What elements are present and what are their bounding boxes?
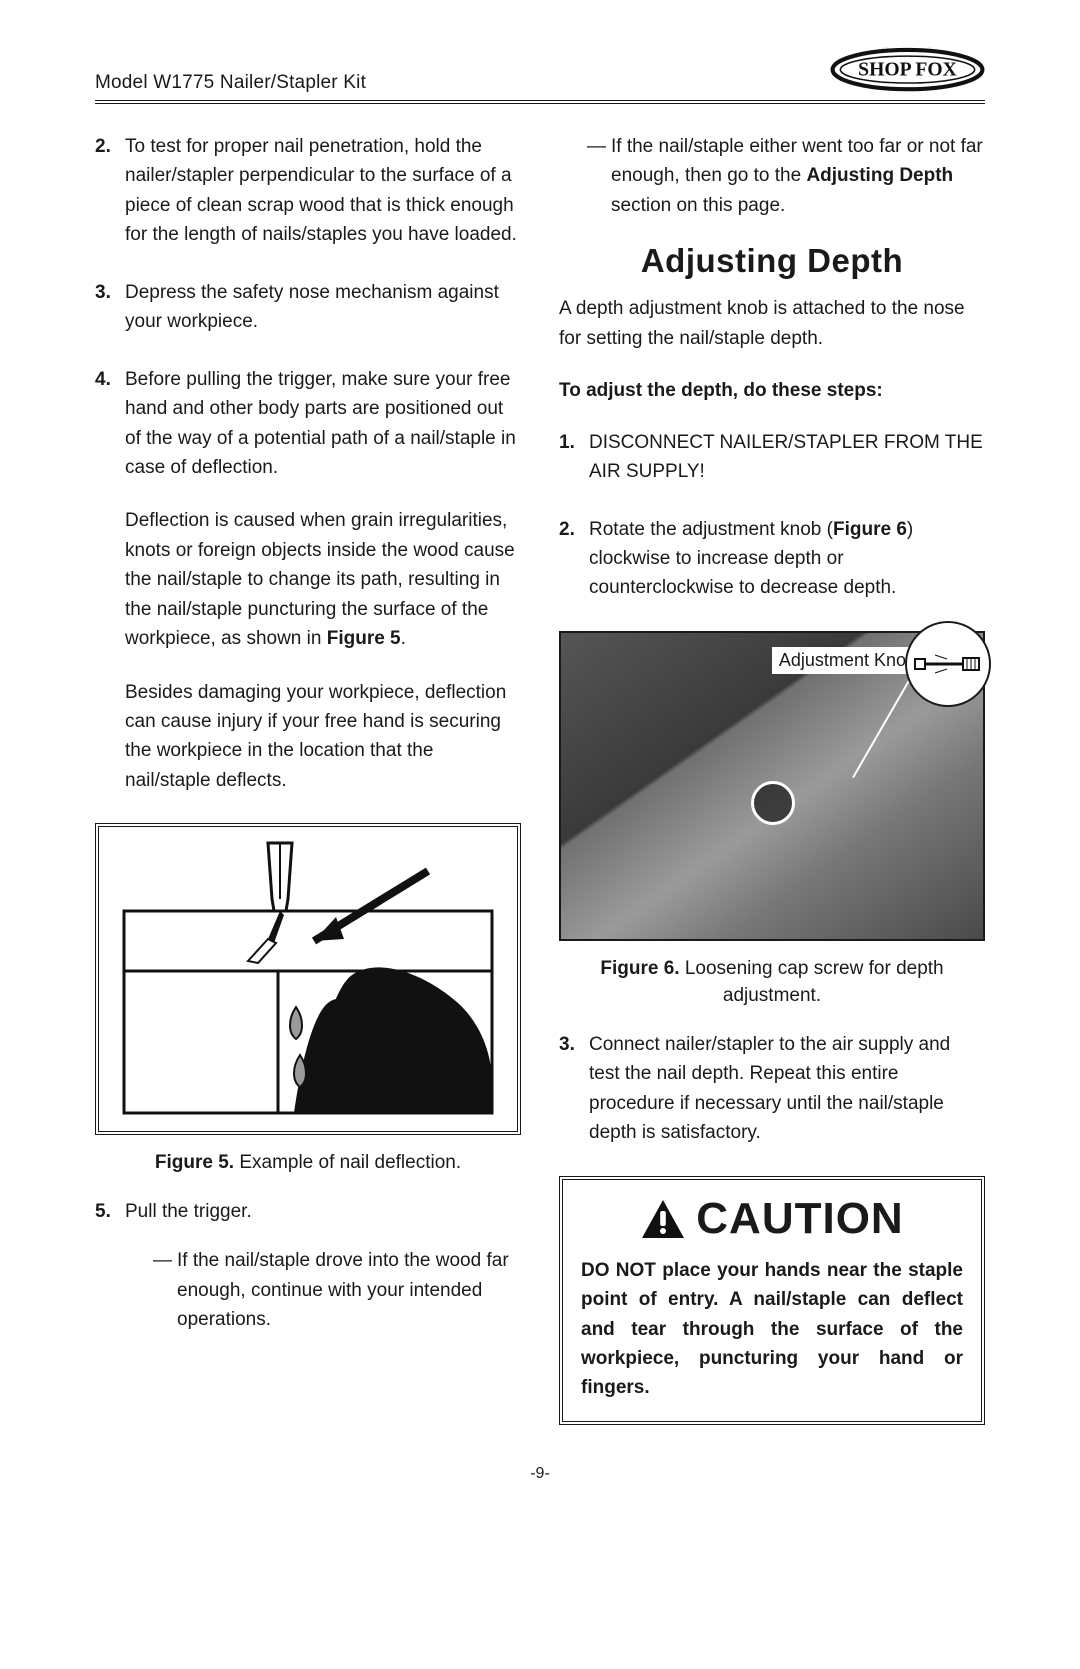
step-text: Deflection is caused when grain irregula…: [125, 506, 521, 653]
step-number: 4.: [95, 365, 115, 796]
shopfox-logo: SHOP FOX: [830, 40, 985, 94]
right-steps-continued: 3. Connect nailer/stapler to the air sup…: [559, 1030, 985, 1148]
figure-text: Example of nail deflection.: [234, 1152, 461, 1173]
figure-label: Figure 6.: [600, 958, 679, 979]
figure-6-label: Adjustment Knob: [772, 647, 923, 674]
caution-box: CAUTION DO NOT place your hands near the…: [559, 1176, 985, 1425]
step-5-sublist: — If the nail/staple drove into the wood…: [125, 1246, 521, 1334]
caution-title: CAUTION: [696, 1194, 903, 1244]
step-number: 3.: [95, 278, 115, 337]
figure-text: Loosening cap screw for depth adjustment…: [680, 958, 944, 1007]
screw-icon: [913, 649, 983, 679]
warning-triangle-icon: [640, 1198, 686, 1240]
figure-5-illustration: [118, 839, 498, 1119]
left-column: 2. To test for proper nail penetration, …: [95, 132, 521, 1425]
right-column: — If the nail/staple either went too far…: [559, 132, 985, 1425]
step-text: Connect nailer/stapler to the air supply…: [589, 1030, 985, 1148]
caution-body: DO NOT place your hands near the staple …: [581, 1256, 963, 1403]
step-number: 1.: [559, 428, 579, 487]
step-text: Besides damaging your workpiece, deflect…: [125, 678, 521, 796]
dash-icon: —: [153, 1246, 169, 1334]
step-3: 3. Depress the safety nose mechanism aga…: [95, 278, 521, 337]
depth-step-2: 2. Rotate the adjustment knob (Figure 6)…: [559, 515, 985, 603]
step-text: Depress the safety nose mechanism agains…: [125, 278, 521, 337]
steps-subheading: To adjust the depth, do these steps:: [559, 377, 985, 406]
step-number: 5.: [95, 1197, 115, 1353]
figure-5-box: [95, 823, 521, 1135]
figure-6-knob-highlight: [751, 781, 795, 825]
page-number: -9-: [95, 1465, 985, 1483]
left-steps-continued: 5. Pull the trigger. — If the nail/stapl…: [95, 1197, 521, 1353]
step-text: To test for proper nail penetration, hol…: [125, 132, 521, 250]
sub-item: — If the nail/staple drove into the wood…: [153, 1246, 521, 1334]
page-header: Model W1775 Nailer/Stapler Kit SHOP FOX: [95, 40, 985, 104]
step-number: 3.: [559, 1030, 579, 1148]
step-4: 4. Before pulling the trigger, make sure…: [95, 365, 521, 796]
left-steps: 2. To test for proper nail penetration, …: [95, 132, 521, 795]
figure-5-caption: Figure 5. Example of nail deflection.: [95, 1149, 521, 1177]
figure-label: Figure 5.: [155, 1152, 234, 1173]
figure-6-caption: Figure 6. Loosening cap screw for depth …: [559, 955, 985, 1010]
right-lead-dash: — If the nail/staple either went too far…: [559, 132, 985, 220]
adjusting-depth-heading: Adjusting Depth: [559, 242, 985, 280]
step-text: Pull the trigger.: [125, 1197, 521, 1226]
doc-title: Model W1775 Nailer/Stapler Kit: [95, 72, 366, 94]
sub-text: If the nail/staple either went too far o…: [611, 132, 985, 220]
figure-6-inset-circle: [905, 621, 991, 707]
sub-item: — If the nail/staple either went too far…: [587, 132, 985, 220]
depth-step-1: 1. DISCONNECT NAILER/STAPLER FROM THE AI…: [559, 428, 985, 487]
depth-step-3: 3. Connect nailer/stapler to the air sup…: [559, 1030, 985, 1148]
section-intro: A depth adjustment knob is attached to t…: [559, 294, 985, 353]
content-columns: 2. To test for proper nail penetration, …: [95, 132, 985, 1425]
caution-heading: CAUTION: [581, 1194, 963, 1244]
sub-text: If the nail/staple drove into the wood f…: [177, 1246, 521, 1334]
dash-icon: —: [587, 132, 603, 220]
step-number: 2.: [95, 132, 115, 250]
right-steps: 1. DISCONNECT NAILER/STAPLER FROM THE AI…: [559, 428, 985, 603]
step-number: 2.: [559, 515, 579, 603]
figure-6-box: Adjustment Knob: [559, 631, 985, 941]
svg-text:SHOP FOX: SHOP FOX: [858, 59, 957, 80]
step-2: 2. To test for proper nail penetration, …: [95, 132, 521, 250]
step-text: Rotate the adjustment knob (Figure 6) cl…: [589, 515, 985, 603]
step-text: Before pulling the trigger, make sure yo…: [125, 365, 521, 483]
step-text: DISCONNECT NAILER/STAPLER FROM THE AIR S…: [589, 428, 985, 487]
step-5: 5. Pull the trigger. — If the nail/stapl…: [95, 1197, 521, 1353]
